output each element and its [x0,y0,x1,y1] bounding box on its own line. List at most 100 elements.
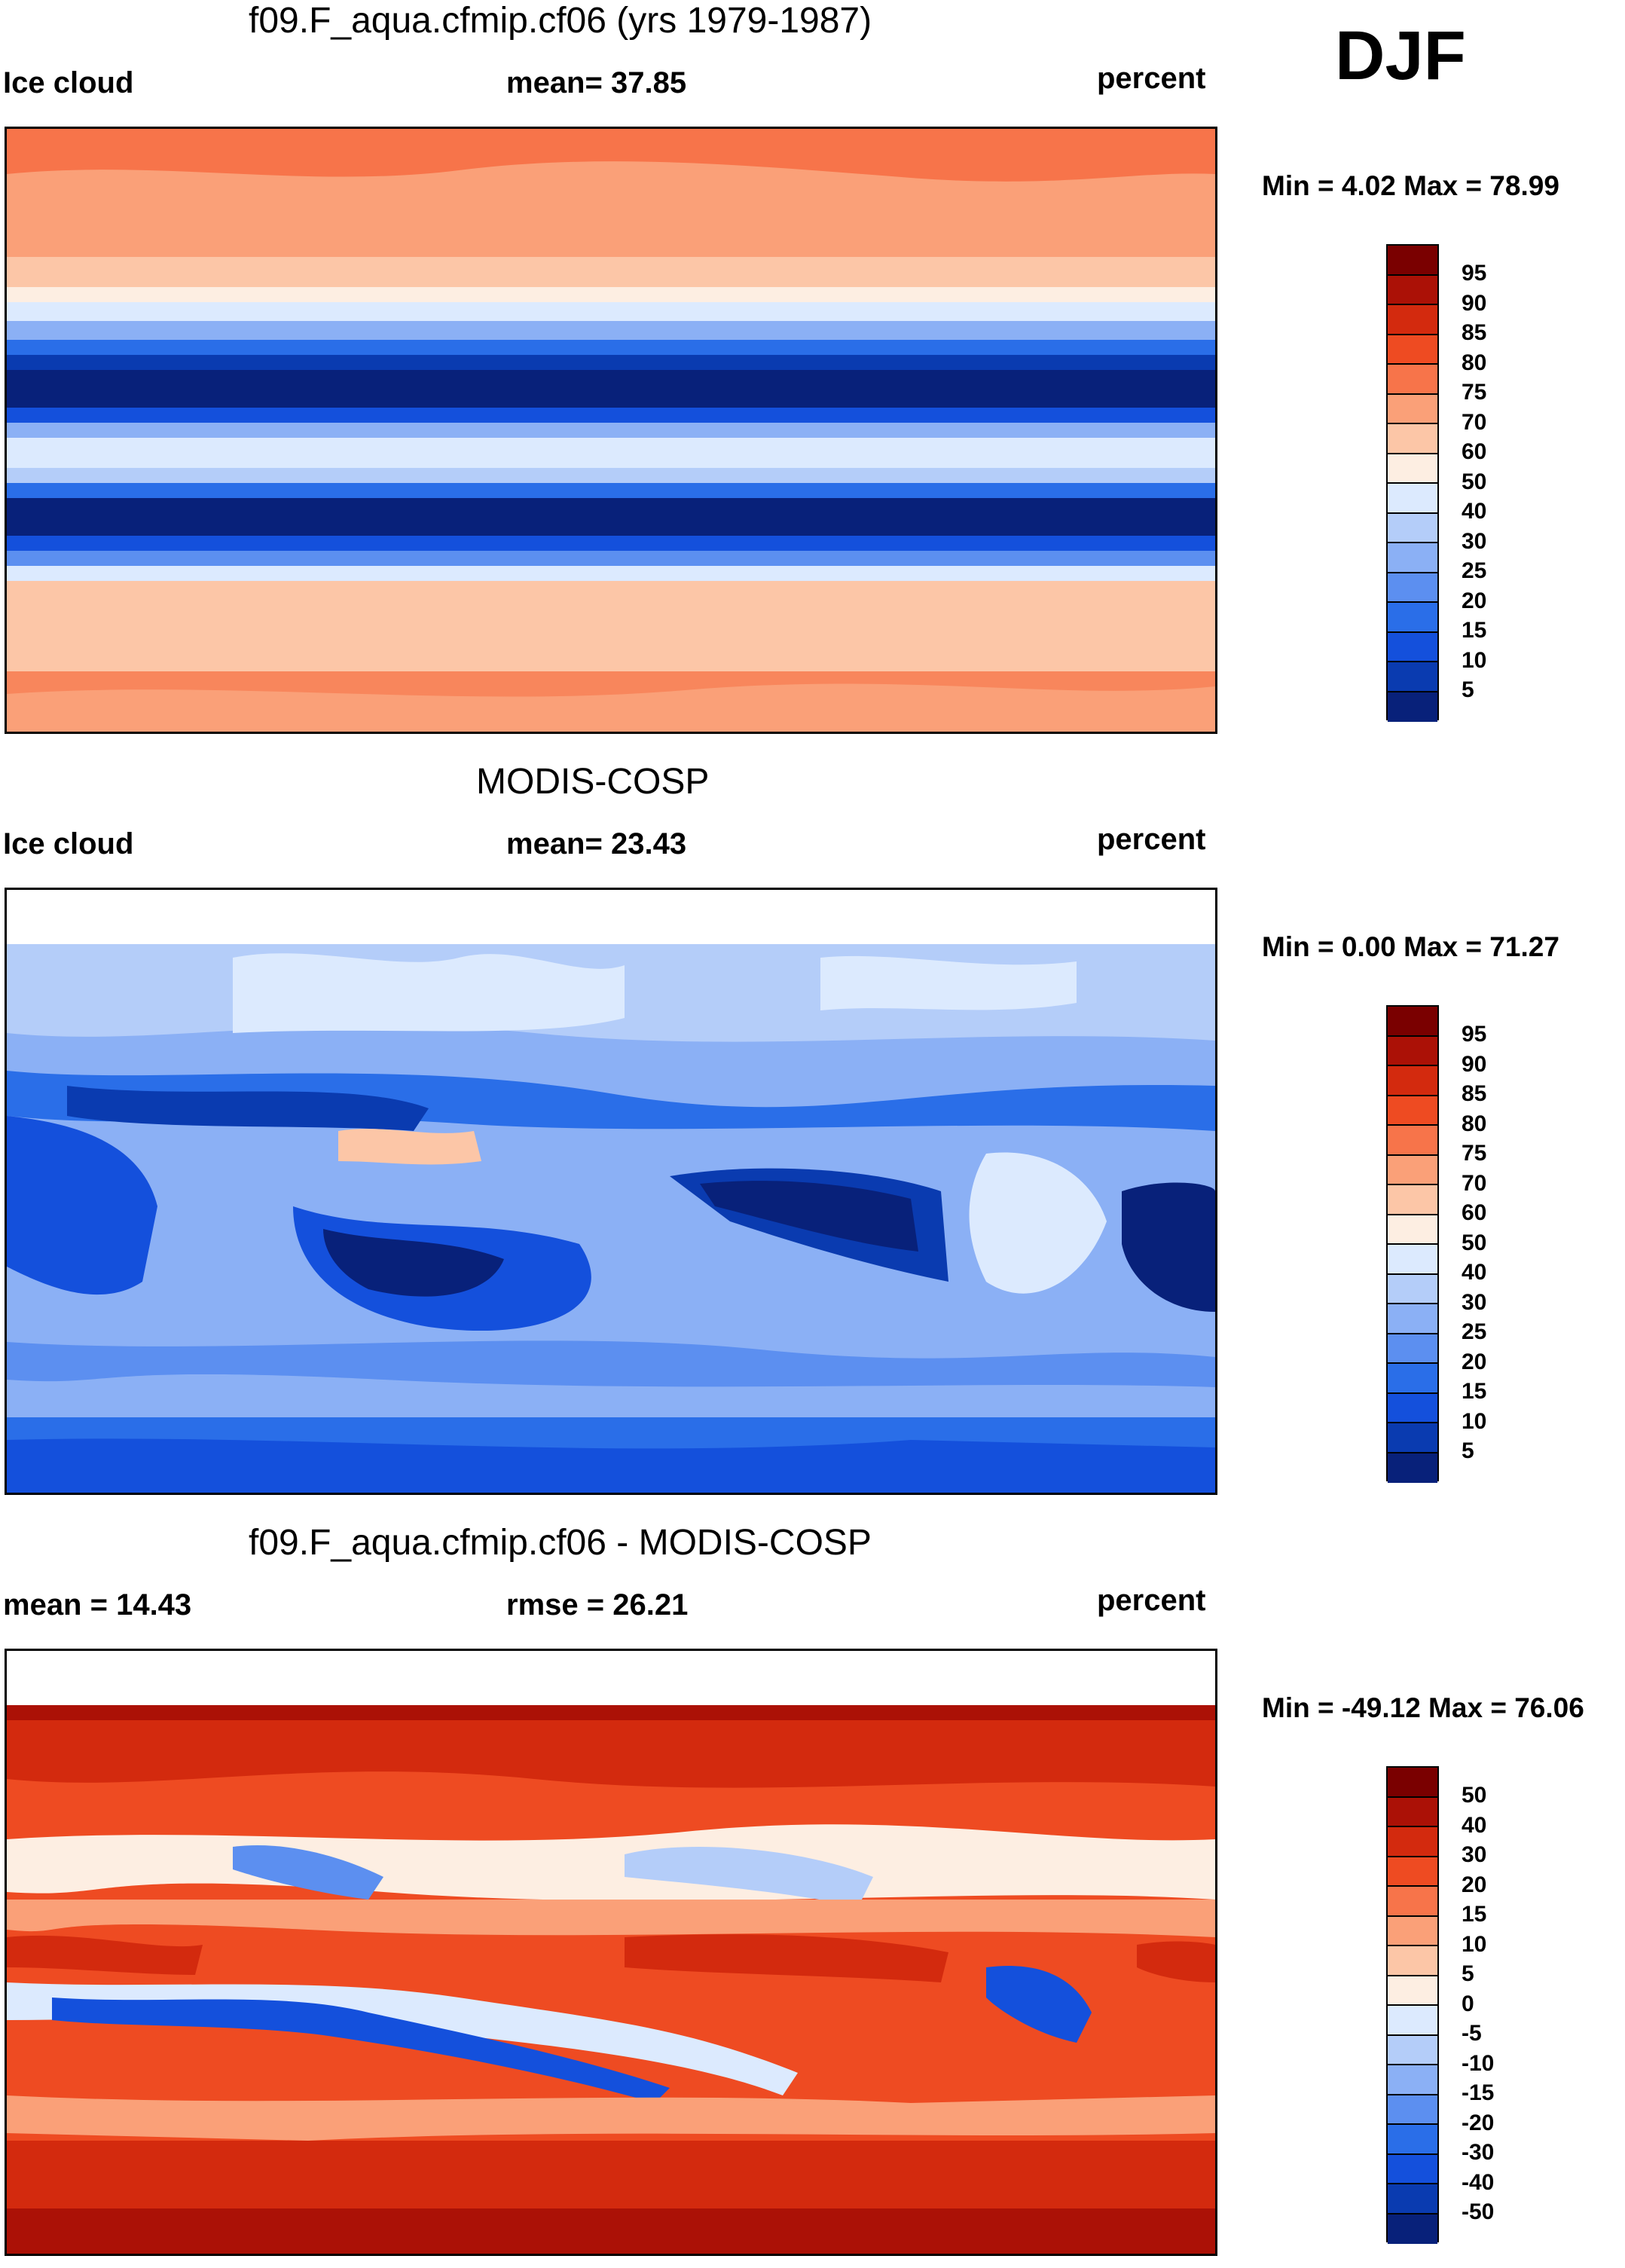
mean-label: mean= 23.43 [506,827,687,860]
colorbar-swatch [1388,1827,1437,1857]
colorbar-swatch [1388,275,1437,305]
colorbar-swatch [1388,1036,1437,1066]
colorbar-obs [1386,1005,1439,1483]
colorbar-swatch [1388,2125,1437,2155]
colorbar-tick: 20 [1462,1872,1487,1897]
colorbar-tick: 95 [1462,1022,1487,1047]
colorbar-swatch [1388,1274,1437,1304]
colorbar-tick: 70 [1462,410,1487,435]
colorbar-swatch [1388,2065,1437,2095]
colorbar-swatch [1388,1126,1437,1156]
panel-title: f09.F_aqua.cfmip.cf06 - MODIS-COSP [249,1523,872,1563]
colorbar-tick: 85 [1462,1081,1487,1106]
colorbar-tick: 15 [1462,1902,1487,1927]
colorbar-tick: 50 [1462,1783,1487,1808]
colorbar-tick: -10 [1462,2051,1495,2076]
colorbar-swatch [1388,2214,1437,2244]
colorbar-swatch [1388,1007,1437,1037]
colorbar-tick: 30 [1462,1842,1487,1867]
colorbar-swatch [1388,1393,1437,1423]
map-model [7,129,1215,732]
colorbar-tick: 75 [1462,380,1487,405]
colorbar-swatch [1388,573,1437,603]
colorbar-swatch [1388,1096,1437,1126]
colorbar-swatch [1388,424,1437,454]
panel-title: f09.F_aqua.cfmip.cf06 (yrs 1979-1987) [249,1,872,41]
colorbar-tick: 5 [1462,1961,1474,1986]
colorbar-swatch [1388,1245,1437,1275]
colorbar-tick: 10 [1462,648,1487,673]
colorbar-swatch [1388,1453,1437,1483]
colorbar-swatch [1388,1066,1437,1096]
map-obs [7,890,1215,1493]
colorbar-tick: 75 [1462,1141,1487,1166]
colorbar-swatch [1388,603,1437,633]
colorbar-model [1386,244,1439,722]
map-diff [7,1651,1215,2254]
colorbar-swatch [1388,1334,1437,1364]
colorbar-swatch [1388,1768,1437,1798]
colorbar-tick: 60 [1462,1200,1487,1225]
min-max-label: Min = 0.00 Max = 71.27 [1262,931,1559,962]
colorbar-tick: 10 [1462,1932,1487,1957]
colorbar-tick: 40 [1462,499,1487,524]
colorbar-swatch [1388,692,1437,722]
colorbar-tick: -50 [1462,2199,1495,2224]
colorbar-swatch [1388,2154,1437,2184]
colorbar-tick: -15 [1462,2080,1495,2105]
min-max-label: Min = -49.12 Max = 76.06 [1262,1692,1584,1723]
colorbar-tick: 0 [1462,1991,1474,2016]
colorbar-tick: 15 [1462,1379,1487,1404]
colorbar-tick: -30 [1462,2140,1495,2165]
min-max-label: Min = 4.02 Max = 78.99 [1262,170,1559,201]
colorbar-tick: 80 [1462,1111,1487,1136]
colorbar-swatch [1388,1304,1437,1334]
diff-mean-label: mean = 14.43 [3,1588,192,1622]
colorbar-swatch [1388,1185,1437,1215]
panel-title: MODIS-COSP [476,762,710,802]
colorbar-tick: -40 [1462,2170,1495,2195]
variable-label: Ice cloud [3,827,134,860]
colorbar-swatch [1388,543,1437,573]
map-panel-model [5,127,1217,734]
colorbar-swatch [1388,1857,1437,1887]
colorbar-tick: 50 [1462,1230,1487,1255]
colorbar-diff [1386,1766,1439,2244]
colorbar-tick: -5 [1462,2021,1482,2046]
colorbar-swatch [1388,662,1437,692]
colorbar-swatch [1388,1364,1437,1394]
colorbar-tick: -20 [1462,2111,1495,2135]
colorbar-swatch [1388,1976,1437,2006]
colorbar-swatch [1388,632,1437,662]
colorbar-swatch [1388,305,1437,335]
colorbar-tick: 30 [1462,1290,1487,1315]
colorbar-swatch [1388,2006,1437,2036]
season-label: DJF [1335,17,1466,94]
rmse-label: rmse = 26.21 [506,1588,689,1622]
colorbar-tick: 80 [1462,350,1487,375]
colorbar-swatch [1388,1215,1437,1245]
colorbar-swatch [1388,2095,1437,2125]
colorbar-tick: 5 [1462,1438,1474,1463]
colorbar-tick: 30 [1462,529,1487,554]
colorbar-swatch [1388,365,1437,395]
colorbar-tick: 20 [1462,1349,1487,1374]
colorbar-tick: 95 [1462,261,1487,286]
colorbar-swatch [1388,1887,1437,1917]
colorbar-swatch [1388,2035,1437,2065]
colorbar-swatch [1388,2184,1437,2215]
colorbar-tick: 90 [1462,1052,1487,1077]
colorbar-swatch [1388,484,1437,514]
map-panel-diff [5,1649,1217,2256]
colorbar-tick: 50 [1462,469,1487,494]
map-panel-obs [5,888,1217,1495]
colorbar-tick: 10 [1462,1409,1487,1434]
colorbar-swatch [1388,1946,1437,1976]
colorbar-tick: 60 [1462,439,1487,464]
units-label: percent [1097,62,1206,95]
colorbar-swatch [1388,335,1437,365]
variable-label: Ice cloud [3,66,134,99]
colorbar-swatch [1388,1155,1437,1185]
units-label: percent [1097,823,1206,856]
colorbar-tick: 40 [1462,1260,1487,1285]
